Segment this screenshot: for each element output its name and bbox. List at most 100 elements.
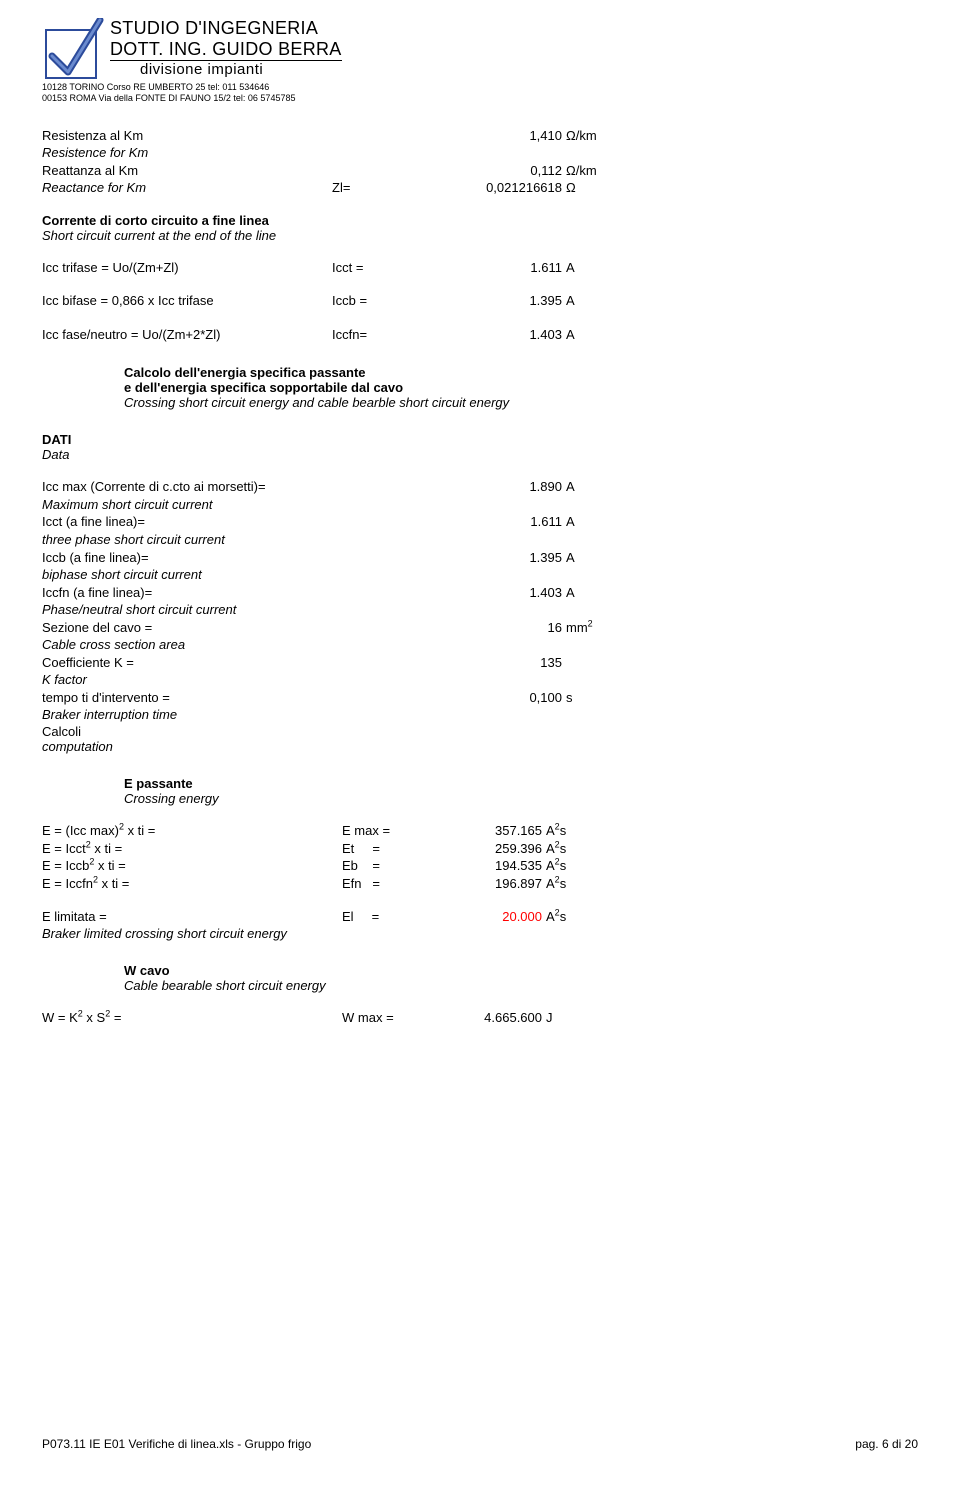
value: 4.665.600 xyxy=(422,1009,542,1027)
value: 16 xyxy=(452,619,562,637)
unit: Ω/km xyxy=(562,127,602,145)
unit: A2s xyxy=(542,857,582,875)
value: 1,410 xyxy=(452,127,562,145)
row-resistenza: Resistenza al Km 1,410 Ω/km xyxy=(42,127,918,145)
label: E = Iccfn2 x ti = xyxy=(42,875,342,893)
row-efn: E = Iccfn2 x ti = Efn = 196.897 A2s xyxy=(42,875,918,893)
heading-dati: DATI xyxy=(42,432,918,447)
label: Coefficiente K = xyxy=(42,654,332,672)
label: Icct (a fine linea)= xyxy=(42,513,332,531)
symbol: Eb = xyxy=(342,857,422,875)
label: E = (Icc max)2 x ti = xyxy=(42,822,342,840)
label: W = K2 x S2 = xyxy=(42,1009,342,1027)
unit: Ω/km xyxy=(562,162,602,180)
unit: A2s xyxy=(542,822,582,840)
unit: A2s xyxy=(542,840,582,858)
label-calcoli-en: computation xyxy=(42,739,918,754)
row-iccb-fine: Iccb (a fine linea)= 1.395 A xyxy=(42,549,918,567)
heading-calcolo-energia-en: Crossing short circuit energy and cable … xyxy=(42,395,918,410)
row-coeff-k: Coefficiente K = 135 xyxy=(42,654,918,672)
row-iccfn-fine-en: Phase/neutral short circuit current xyxy=(42,601,918,619)
value: 1.395 xyxy=(452,292,562,310)
page-footer: P073.11 IE E01 Verifiche di linea.xls - … xyxy=(42,1437,918,1451)
value: 194.535 xyxy=(422,857,542,875)
row-et: E = Icct2 x ti = Et = 259.396 A2s xyxy=(42,840,918,858)
label: Icc trifase = Uo/(Zm+Zl) xyxy=(42,259,332,277)
heading-calcolo-energia-1: Calcolo dell'energia specifica passante xyxy=(42,365,918,380)
row-e-limitata-en: Braker limited crossing short circuit en… xyxy=(42,926,918,941)
heading-w-cavo: W cavo xyxy=(42,963,918,978)
value: 1.403 xyxy=(452,584,562,602)
label: Phase/neutral short circuit current xyxy=(42,601,332,619)
logo-address-2: 00153 ROMA Via della FONTE DI FAUNO 15/2… xyxy=(42,93,918,104)
value: 259.396 xyxy=(422,840,542,858)
unit: A xyxy=(562,478,602,496)
symbol: Efn = xyxy=(342,875,422,893)
label: Icc fase/neutro = Uo/(Zm+2*Zl) xyxy=(42,326,332,344)
row-reattanza: Reattanza al Km 0,112 Ω/km xyxy=(42,162,918,180)
heading-dati-en: Data xyxy=(42,447,918,462)
checkmark-logo-icon xyxy=(42,18,104,82)
row-e-limitata: E limitata = El = 20.000 A2s xyxy=(42,908,918,926)
value: 196.897 xyxy=(422,875,542,893)
label: Reactance for Km xyxy=(42,179,332,197)
unit: A xyxy=(562,549,602,567)
label: Sezione del cavo = xyxy=(42,619,332,637)
symbol: El = xyxy=(342,908,422,926)
label: Braker interruption time xyxy=(42,706,332,724)
row-icc-bifase: Icc bifase = 0,866 x Icc trifase Iccb = … xyxy=(42,292,918,310)
logo-line-1: STUDIO D'INGEGNERIA xyxy=(110,18,342,39)
heading-e-passante-en: Crossing energy xyxy=(42,791,918,806)
row-iccfn-fine: Iccfn (a fine linea)= 1.403 A xyxy=(42,584,918,602)
symbol: Icct = xyxy=(332,259,452,277)
label: three phase short circuit current xyxy=(42,531,332,549)
unit: A xyxy=(562,513,602,531)
unit: A xyxy=(562,326,602,344)
label: Icc max (Corrente di c.cto ai morsetti)= xyxy=(42,478,332,496)
row-resistenza-en: Resistence for Km xyxy=(42,144,918,162)
value: 1.890 xyxy=(452,478,562,496)
value: 357.165 xyxy=(422,822,542,840)
heading-calcolo-energia-2: e dell'energia specifica sopportabile da… xyxy=(42,380,918,395)
row-tempo-intervento-en: Braker interruption time xyxy=(42,706,918,724)
footer-left: P073.11 IE E01 Verifiche di linea.xls - … xyxy=(42,1437,311,1451)
label: E = Iccb2 x ti = xyxy=(42,857,342,875)
value: 1.403 xyxy=(452,326,562,344)
label: Cable cross section area xyxy=(42,636,332,654)
value: 0,021216618 xyxy=(452,179,562,197)
row-eb: E = Iccb2 x ti = Eb = 194.535 A2s xyxy=(42,857,918,875)
unit: A xyxy=(562,259,602,277)
unit: mm2 xyxy=(562,619,602,637)
letterhead: STUDIO D'INGEGNERIA DOTT. ING. GUIDO BER… xyxy=(42,18,918,105)
label: Reattanza al Km xyxy=(42,162,332,180)
row-sezione-cavo-en: Cable cross section area xyxy=(42,636,918,654)
label: Icc bifase = 0,866 x Icc trifase xyxy=(42,292,332,310)
label: tempo ti d'intervento = xyxy=(42,689,332,707)
unit: J xyxy=(542,1009,582,1027)
label: K factor xyxy=(42,671,332,689)
row-wmax: W = K2 x S2 = W max = 4.665.600 J xyxy=(42,1009,918,1027)
row-icc-trifase: Icc trifase = Uo/(Zm+Zl) Icct = 1.611 A xyxy=(42,259,918,277)
value: 0,112 xyxy=(452,162,562,180)
symbol: Iccb = xyxy=(332,292,452,310)
unit: Ω xyxy=(562,179,602,197)
row-emax: E = (Icc max)2 x ti = E max = 357.165 A2… xyxy=(42,822,918,840)
value: 20.000 xyxy=(422,908,542,926)
label: Maximum short circuit current xyxy=(42,496,332,514)
unit: A xyxy=(562,584,602,602)
unit: A2s xyxy=(542,875,582,893)
symbol: Et = xyxy=(342,840,422,858)
value: 1.611 xyxy=(452,513,562,531)
row-iccmax: Icc max (Corrente di c.cto ai morsetti)=… xyxy=(42,478,918,496)
value: 0,100 xyxy=(452,689,562,707)
logo-line-2: DOTT. ING. GUIDO BERRA xyxy=(110,39,342,60)
symbol: Zl= xyxy=(332,179,452,197)
label: E = Icct2 x ti = xyxy=(42,840,342,858)
unit: s xyxy=(562,689,602,707)
symbol: E max = xyxy=(342,822,422,840)
row-reactance: Reactance for Km Zl= 0,021216618 Ω xyxy=(42,179,918,197)
row-coeff-k-en: K factor xyxy=(42,671,918,689)
symbol: Iccfn= xyxy=(332,326,452,344)
row-icct-fine: Icct (a fine linea)= 1.611 A xyxy=(42,513,918,531)
row-icct-fine-en: three phase short circuit current xyxy=(42,531,918,549)
